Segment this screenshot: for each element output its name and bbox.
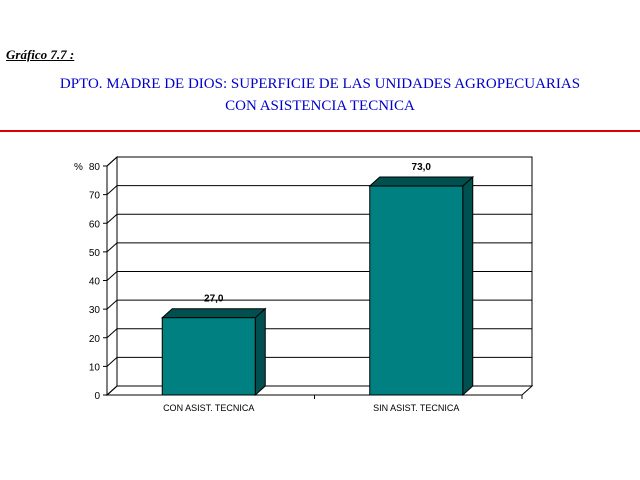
data-label: 27,0 [204, 294, 224, 305]
y-tick-label: 30 [89, 305, 101, 316]
x-tick-label: SIN ASIST. TECNICA [373, 403, 459, 413]
title-divider [0, 130, 640, 132]
y-tick-label: 80 [89, 162, 101, 173]
chart-title-line-1: DPTO. MADRE DE DIOS: SUPERFICIE DE LAS U… [59, 76, 581, 92]
bar-top-face [160, 308, 267, 319]
bar-side-face [462, 175, 474, 397]
y-tick-label: 10 [89, 362, 101, 373]
y-tick-label: 20 [89, 334, 101, 345]
bar-side-face [254, 307, 266, 397]
bar-top-face [368, 176, 475, 187]
y-tick-label: 40 [89, 277, 101, 288]
figure-label: Gráfico 7.7 : [6, 47, 75, 62]
gridline [106, 156, 532, 167]
y-axis-label: % [74, 162, 83, 173]
y-tick-label: 50 [89, 248, 101, 259]
bar [369, 185, 464, 396]
y-tick-label: 0 [94, 391, 100, 402]
data-label: 73,0 [412, 162, 432, 173]
bar [161, 317, 256, 396]
chart-title-line-2: CON ASISTENCIA TECNICA [225, 98, 415, 114]
y-tick-label: 60 [89, 219, 101, 230]
x-tick-label: CON ASIST. TECNICA [163, 403, 254, 413]
y-tick-label: 70 [89, 191, 101, 202]
